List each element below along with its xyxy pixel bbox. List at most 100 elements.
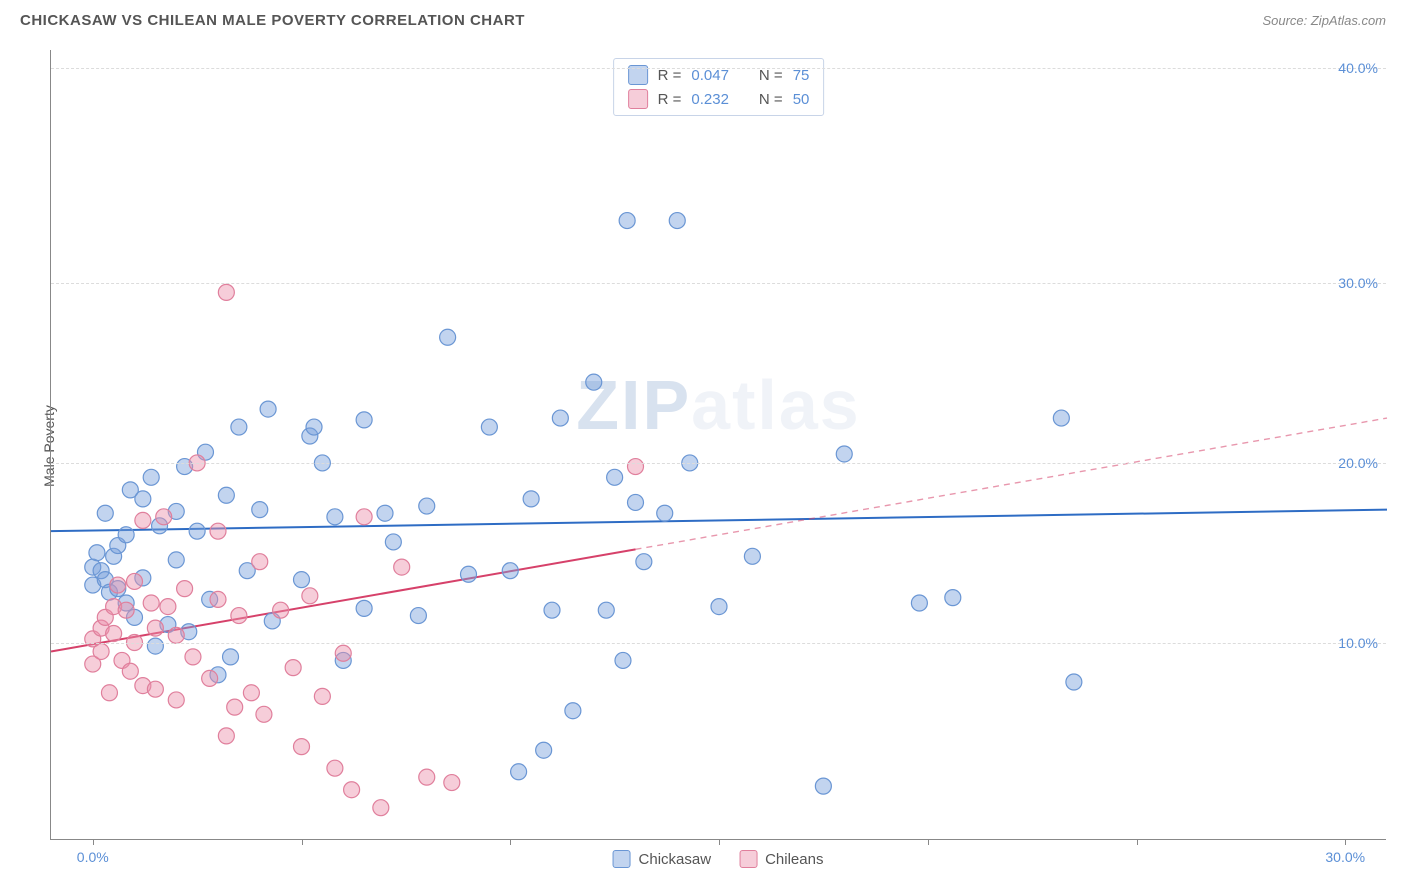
data-point	[294, 739, 310, 755]
data-point	[1053, 410, 1069, 426]
data-point	[536, 742, 552, 758]
data-point	[636, 554, 652, 570]
data-point	[168, 552, 184, 568]
y-tick-label: 30.0%	[1338, 275, 1378, 291]
data-point	[218, 487, 234, 503]
data-point	[294, 572, 310, 588]
data-point	[815, 778, 831, 794]
data-point	[97, 505, 113, 521]
data-point	[911, 595, 927, 611]
x-tick-label: 0.0%	[77, 849, 109, 865]
data-point	[523, 491, 539, 507]
data-point	[461, 566, 477, 582]
data-point	[607, 469, 623, 485]
data-point	[168, 692, 184, 708]
data-point	[440, 329, 456, 345]
data-point	[511, 764, 527, 780]
data-point	[143, 469, 159, 485]
data-point	[502, 563, 518, 579]
data-point	[223, 649, 239, 665]
data-point	[101, 685, 117, 701]
r-label: R =	[658, 91, 682, 108]
chart-title: CHICKASAW VS CHILEAN MALE POVERTY CORREL…	[20, 12, 525, 29]
data-point	[260, 401, 276, 417]
grid-line	[51, 68, 1386, 69]
regression-line	[51, 510, 1387, 532]
data-point	[394, 559, 410, 575]
grid-line	[51, 283, 1386, 284]
data-point	[218, 728, 234, 744]
data-point	[598, 602, 614, 618]
data-point	[945, 590, 961, 606]
legend-label: Chickasaw	[639, 851, 712, 868]
data-point	[444, 775, 460, 791]
y-tick-label: 40.0%	[1338, 60, 1378, 76]
data-point	[252, 554, 268, 570]
data-point	[156, 509, 172, 525]
plot-area: ZIPatlas R =0.047N =75R =0.232N =50 10.0…	[50, 50, 1386, 840]
data-point	[657, 505, 673, 521]
data-point	[106, 626, 122, 642]
data-point	[127, 573, 143, 589]
data-point	[256, 706, 272, 722]
data-point	[544, 602, 560, 618]
data-point	[565, 703, 581, 719]
data-point	[168, 627, 184, 643]
data-point	[410, 608, 426, 624]
data-point	[356, 600, 372, 616]
data-point	[231, 608, 247, 624]
data-point	[327, 760, 343, 776]
y-tick-label: 10.0%	[1338, 635, 1378, 651]
data-point	[122, 663, 138, 679]
legend-item: Chickasaw	[613, 850, 712, 868]
data-point	[202, 670, 218, 686]
data-point	[628, 494, 644, 510]
data-point	[118, 527, 134, 543]
data-point	[160, 599, 176, 615]
data-point	[285, 660, 301, 676]
data-point	[628, 459, 644, 475]
data-point	[135, 491, 151, 507]
data-point	[143, 595, 159, 611]
data-point	[669, 213, 685, 229]
data-point	[344, 782, 360, 798]
data-point	[385, 534, 401, 550]
data-point	[302, 588, 318, 604]
data-point	[377, 505, 393, 521]
data-point	[711, 599, 727, 615]
data-point	[147, 638, 163, 654]
x-tick	[93, 839, 94, 845]
data-point	[1066, 674, 1082, 690]
r-value: 0.047	[691, 67, 729, 84]
data-point	[586, 374, 602, 390]
n-label: N =	[759, 67, 783, 84]
data-point	[306, 419, 322, 435]
chart-area: ZIPatlas R =0.047N =75R =0.232N =50 10.0…	[50, 50, 1386, 840]
correlation-legend: R =0.047N =75R =0.232N =50	[613, 58, 825, 116]
legend-swatch	[613, 850, 631, 868]
data-point	[327, 509, 343, 525]
x-tick	[1137, 839, 1138, 845]
data-point	[744, 548, 760, 564]
x-tick	[510, 839, 511, 845]
source-label: Source: ZipAtlas.com	[1262, 13, 1386, 28]
x-tick	[719, 839, 720, 845]
data-point	[118, 602, 134, 618]
header: CHICKASAW VS CHILEAN MALE POVERTY CORREL…	[0, 0, 1406, 37]
data-point	[210, 523, 226, 539]
legend-label: Chileans	[765, 851, 823, 868]
data-point	[619, 213, 635, 229]
x-tick	[928, 839, 929, 845]
data-point	[481, 419, 497, 435]
scatter-plot-svg	[51, 50, 1386, 839]
regression-line-extrapolated	[636, 418, 1388, 549]
grid-line	[51, 463, 1386, 464]
data-point	[231, 419, 247, 435]
grid-line	[51, 643, 1386, 644]
data-point	[177, 581, 193, 597]
n-value: 75	[793, 67, 810, 84]
legend-swatch	[739, 850, 757, 868]
data-point	[356, 412, 372, 428]
data-point	[110, 577, 126, 593]
data-point	[273, 602, 289, 618]
